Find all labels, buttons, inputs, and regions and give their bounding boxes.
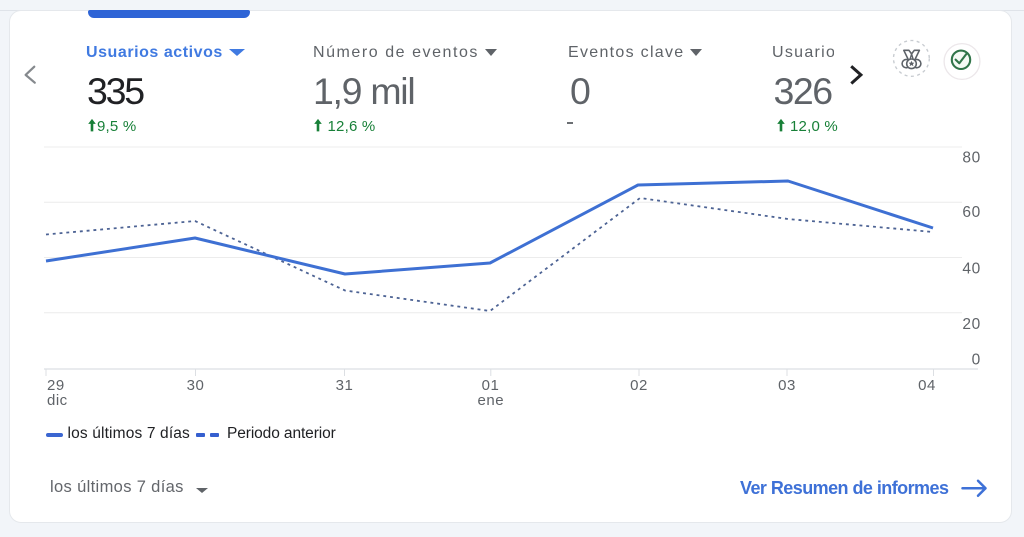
svg-text:29: 29 — [47, 377, 65, 394]
svg-text:30: 30 — [187, 377, 205, 394]
svg-text:20: 20 — [962, 316, 981, 333]
svg-text:03: 03 — [778, 377, 796, 394]
svg-text:01: 01 — [482, 377, 500, 394]
svg-text:40: 40 — [962, 261, 981, 278]
svg-text:04: 04 — [918, 377, 936, 394]
svg-text:0: 0 — [972, 352, 981, 369]
svg-text:80: 80 — [962, 150, 981, 167]
svg-text:dic: dic — [47, 392, 68, 409]
svg-text:ene: ene — [478, 392, 505, 409]
svg-text:02: 02 — [630, 377, 648, 394]
svg-text:31: 31 — [336, 377, 354, 394]
svg-text:60: 60 — [962, 204, 981, 221]
